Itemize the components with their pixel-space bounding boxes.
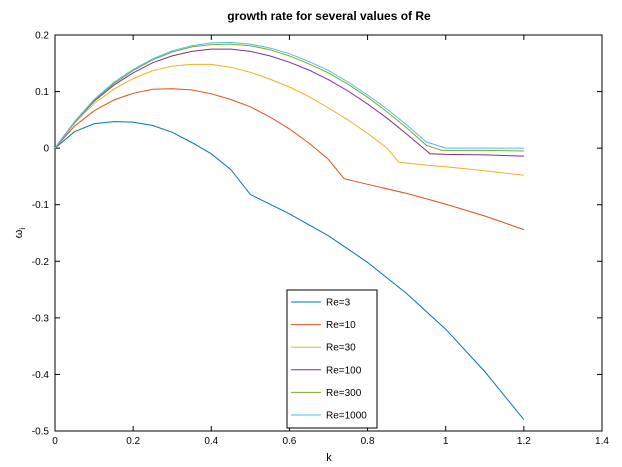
legend-box <box>286 289 378 429</box>
y-axis-label-group: ωi <box>13 228 27 239</box>
series-line-re-10 <box>54 88 525 231</box>
series-line-re-3 <box>54 121 525 421</box>
y-tick-label: -0.2 <box>32 257 50 268</box>
series-line-re-100 <box>54 48 524 157</box>
x-tick-label: 0.6 <box>282 436 296 447</box>
legend-label: Re=30 <box>326 343 356 354</box>
y-axis: -0.5 -0.4 -0.3 -0.2 -0.1 0 0.1 0.2 <box>32 31 602 438</box>
x-tick-label: 1.2 <box>517 436 531 447</box>
x-axis-label: k <box>326 452 332 464</box>
y-tick-label: 0.1 <box>35 87 49 98</box>
x-tick-label: 0.4 <box>204 436 218 447</box>
legend-label: Re=1000 <box>326 411 367 422</box>
x-tick-label: 1.4 <box>595 436 609 447</box>
chart-title: growth rate for several values of Re <box>227 9 431 23</box>
series-line-re-30 <box>54 63 524 176</box>
y-axis-label: ωi <box>13 228 27 239</box>
y-tick-label: 0 <box>43 144 49 155</box>
x-axis: 0 0.2 0.4 0.6 0.8 1 1.2 1.4 <box>52 35 609 447</box>
x-tick-label: 1 <box>443 436 449 447</box>
legend-label: Re=3 <box>326 298 351 309</box>
y-tick-label: -0.1 <box>32 200 50 211</box>
x-tick-label: 0 <box>52 436 58 447</box>
series-lines <box>54 41 525 421</box>
y-axis-label-subscript: i <box>18 228 27 230</box>
x-tick-label: 0.8 <box>361 436 375 447</box>
series-line-re-300 <box>54 43 524 152</box>
y-axis-label-main: ω <box>13 229 25 238</box>
legend-label: Re=100 <box>326 365 362 376</box>
x-tick-label: 0.2 <box>126 436 140 447</box>
y-tick-label: -0.5 <box>32 427 50 438</box>
legend-label: Re=300 <box>326 388 362 399</box>
legend-label: Re=10 <box>326 320 356 331</box>
legend: Re=3 Re=10 Re=30 Re=100 Re=300 Re=1000 <box>286 289 378 429</box>
y-tick-label: -0.3 <box>32 313 50 324</box>
y-tick-label: 0.2 <box>35 31 49 42</box>
series-line-re-1000 <box>54 41 524 149</box>
y-tick-label: -0.4 <box>32 370 50 381</box>
